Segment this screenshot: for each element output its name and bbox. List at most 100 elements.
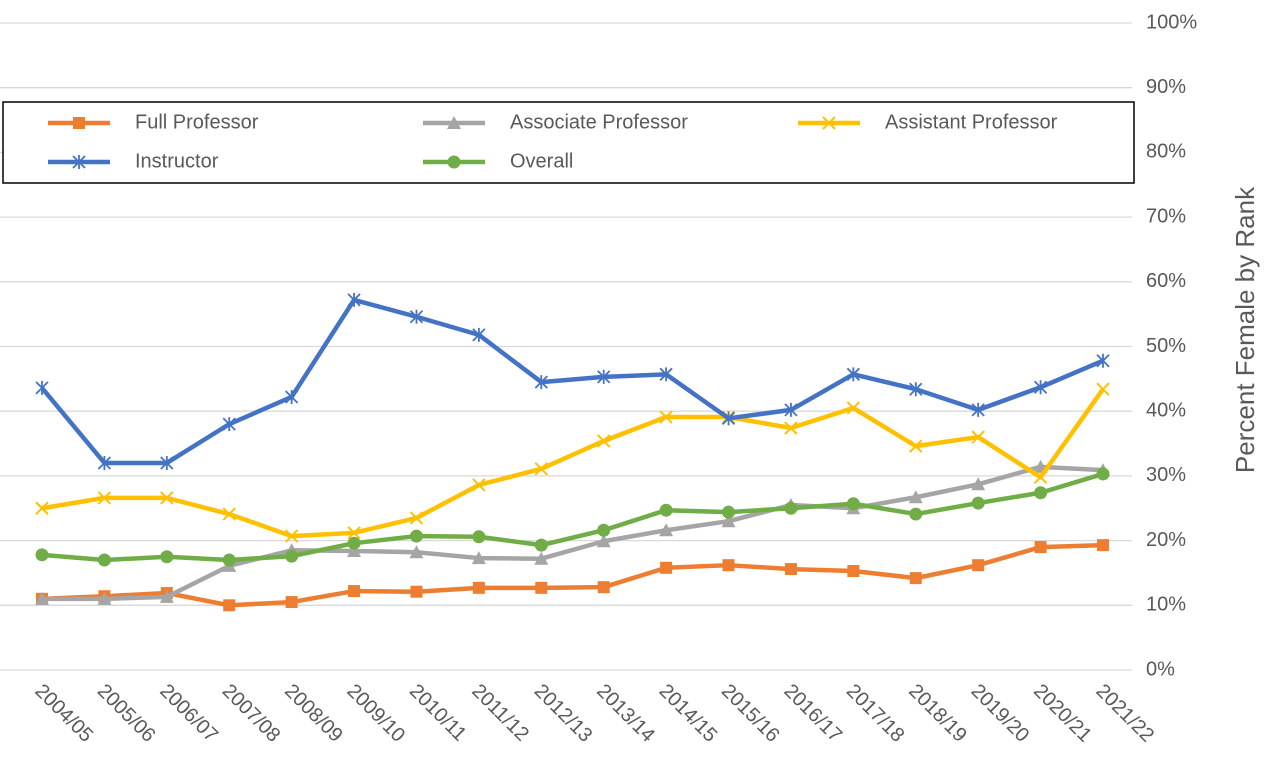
- x-tick-label: 2020/21: [1029, 680, 1096, 747]
- data-point: [534, 538, 548, 552]
- data-point: [597, 369, 611, 384]
- legend-marker: [447, 116, 461, 129]
- data-point: [659, 523, 674, 537]
- data-point: [722, 505, 736, 519]
- data-point: [909, 507, 923, 521]
- data-point: [472, 327, 486, 342]
- data-point: [35, 591, 49, 605]
- data-point: [222, 417, 236, 432]
- y-tick-label: 40%: [1146, 399, 1186, 421]
- data-point: [409, 309, 424, 324]
- data-point: [846, 497, 860, 511]
- data-point: [35, 380, 49, 395]
- data-point: [222, 553, 236, 567]
- data-point: [784, 402, 798, 417]
- data-point: [971, 430, 985, 444]
- y-tick-label: 80%: [1146, 141, 1186, 163]
- series-line: [40, 297, 1104, 466]
- data-point: [784, 421, 798, 435]
- data-point: [721, 411, 736, 426]
- data-point: [972, 559, 985, 572]
- legend-label: Overall: [510, 150, 573, 172]
- data-point: [285, 389, 299, 404]
- y-tick-label: 60%: [1146, 270, 1186, 292]
- data-point: [285, 549, 299, 563]
- series-line: [41, 387, 1105, 539]
- data-point: [472, 530, 486, 544]
- data-point: [909, 382, 923, 397]
- data-point: [223, 599, 236, 612]
- x-tick-label: 2015/16: [717, 680, 784, 747]
- data-point: [471, 551, 486, 565]
- data-point: [971, 496, 985, 510]
- legend-label: Instructor: [135, 150, 219, 172]
- x-tick-label: 2021/22: [1091, 680, 1158, 747]
- data-point: [1097, 539, 1109, 552]
- data-point: [1096, 467, 1110, 481]
- series-line: [41, 542, 1104, 608]
- y-tick-label: 100%: [1146, 11, 1197, 33]
- data-point: [285, 596, 298, 609]
- x-tick-label: 2013/14: [592, 680, 659, 747]
- data-point: [97, 491, 112, 505]
- data-point: [971, 477, 986, 491]
- data-point: [597, 581, 610, 594]
- x-tick-label: 2016/17: [779, 680, 846, 747]
- data-point: [1033, 380, 1048, 395]
- x-tick-label: 2011/12: [467, 680, 533, 746]
- series-line: [42, 464, 1104, 602]
- data-point: [659, 503, 673, 517]
- data-point: [659, 410, 673, 424]
- data-point: [721, 514, 736, 528]
- legend-marker: [73, 117, 85, 129]
- data-point: [909, 439, 923, 453]
- legend-marker: [72, 155, 86, 169]
- data-point: [722, 559, 735, 572]
- x-tick-label: 2014/15: [655, 680, 722, 747]
- data-point: [659, 367, 673, 382]
- data-point: [409, 529, 423, 543]
- data-point: [409, 511, 424, 525]
- data-point: [347, 543, 362, 557]
- data-point: [909, 572, 922, 585]
- data-point: [347, 292, 361, 307]
- data-point: [784, 563, 797, 576]
- data-point: [908, 490, 923, 504]
- legend-label: Full Professor: [135, 111, 259, 133]
- data-point: [846, 367, 860, 382]
- data-point: [35, 501, 49, 515]
- data-point: [846, 401, 861, 415]
- data-point: [284, 529, 299, 543]
- y-tick-label: 10%: [1146, 594, 1186, 616]
- x-tick-label: 2012/13: [530, 680, 597, 747]
- series-line: [41, 471, 1104, 563]
- y-tick-label: 50%: [1146, 335, 1186, 357]
- data-point: [784, 501, 798, 515]
- data-point: [160, 550, 174, 564]
- x-tick-label: 2007/08: [218, 680, 285, 747]
- data-point: [847, 565, 860, 578]
- data-point: [409, 545, 424, 559]
- y-tick-label: 20%: [1146, 529, 1186, 551]
- data-point: [472, 581, 485, 594]
- data-point: [97, 455, 112, 470]
- x-tick-label: 2019/20: [967, 680, 1034, 747]
- data-point: [222, 507, 236, 521]
- data-point: [347, 536, 361, 550]
- x-tick-label: 2010/11: [405, 680, 471, 746]
- x-tick-label: 2008/09: [280, 680, 347, 747]
- data-point: [1096, 382, 1110, 396]
- data-point: [160, 491, 174, 505]
- x-tick-label: 2006/07: [155, 680, 222, 747]
- y-axis-title: Percent Female by Rank: [1230, 186, 1260, 473]
- data-point: [534, 551, 549, 565]
- data-point: [1034, 541, 1047, 554]
- data-point: [347, 526, 361, 540]
- data-point: [535, 581, 548, 594]
- x-tick-label: 2017/18: [842, 680, 909, 747]
- data-point: [160, 455, 174, 470]
- data-point: [596, 534, 611, 548]
- data-point: [1096, 353, 1110, 368]
- y-tick-label: 30%: [1146, 464, 1186, 486]
- data-point: [159, 589, 174, 603]
